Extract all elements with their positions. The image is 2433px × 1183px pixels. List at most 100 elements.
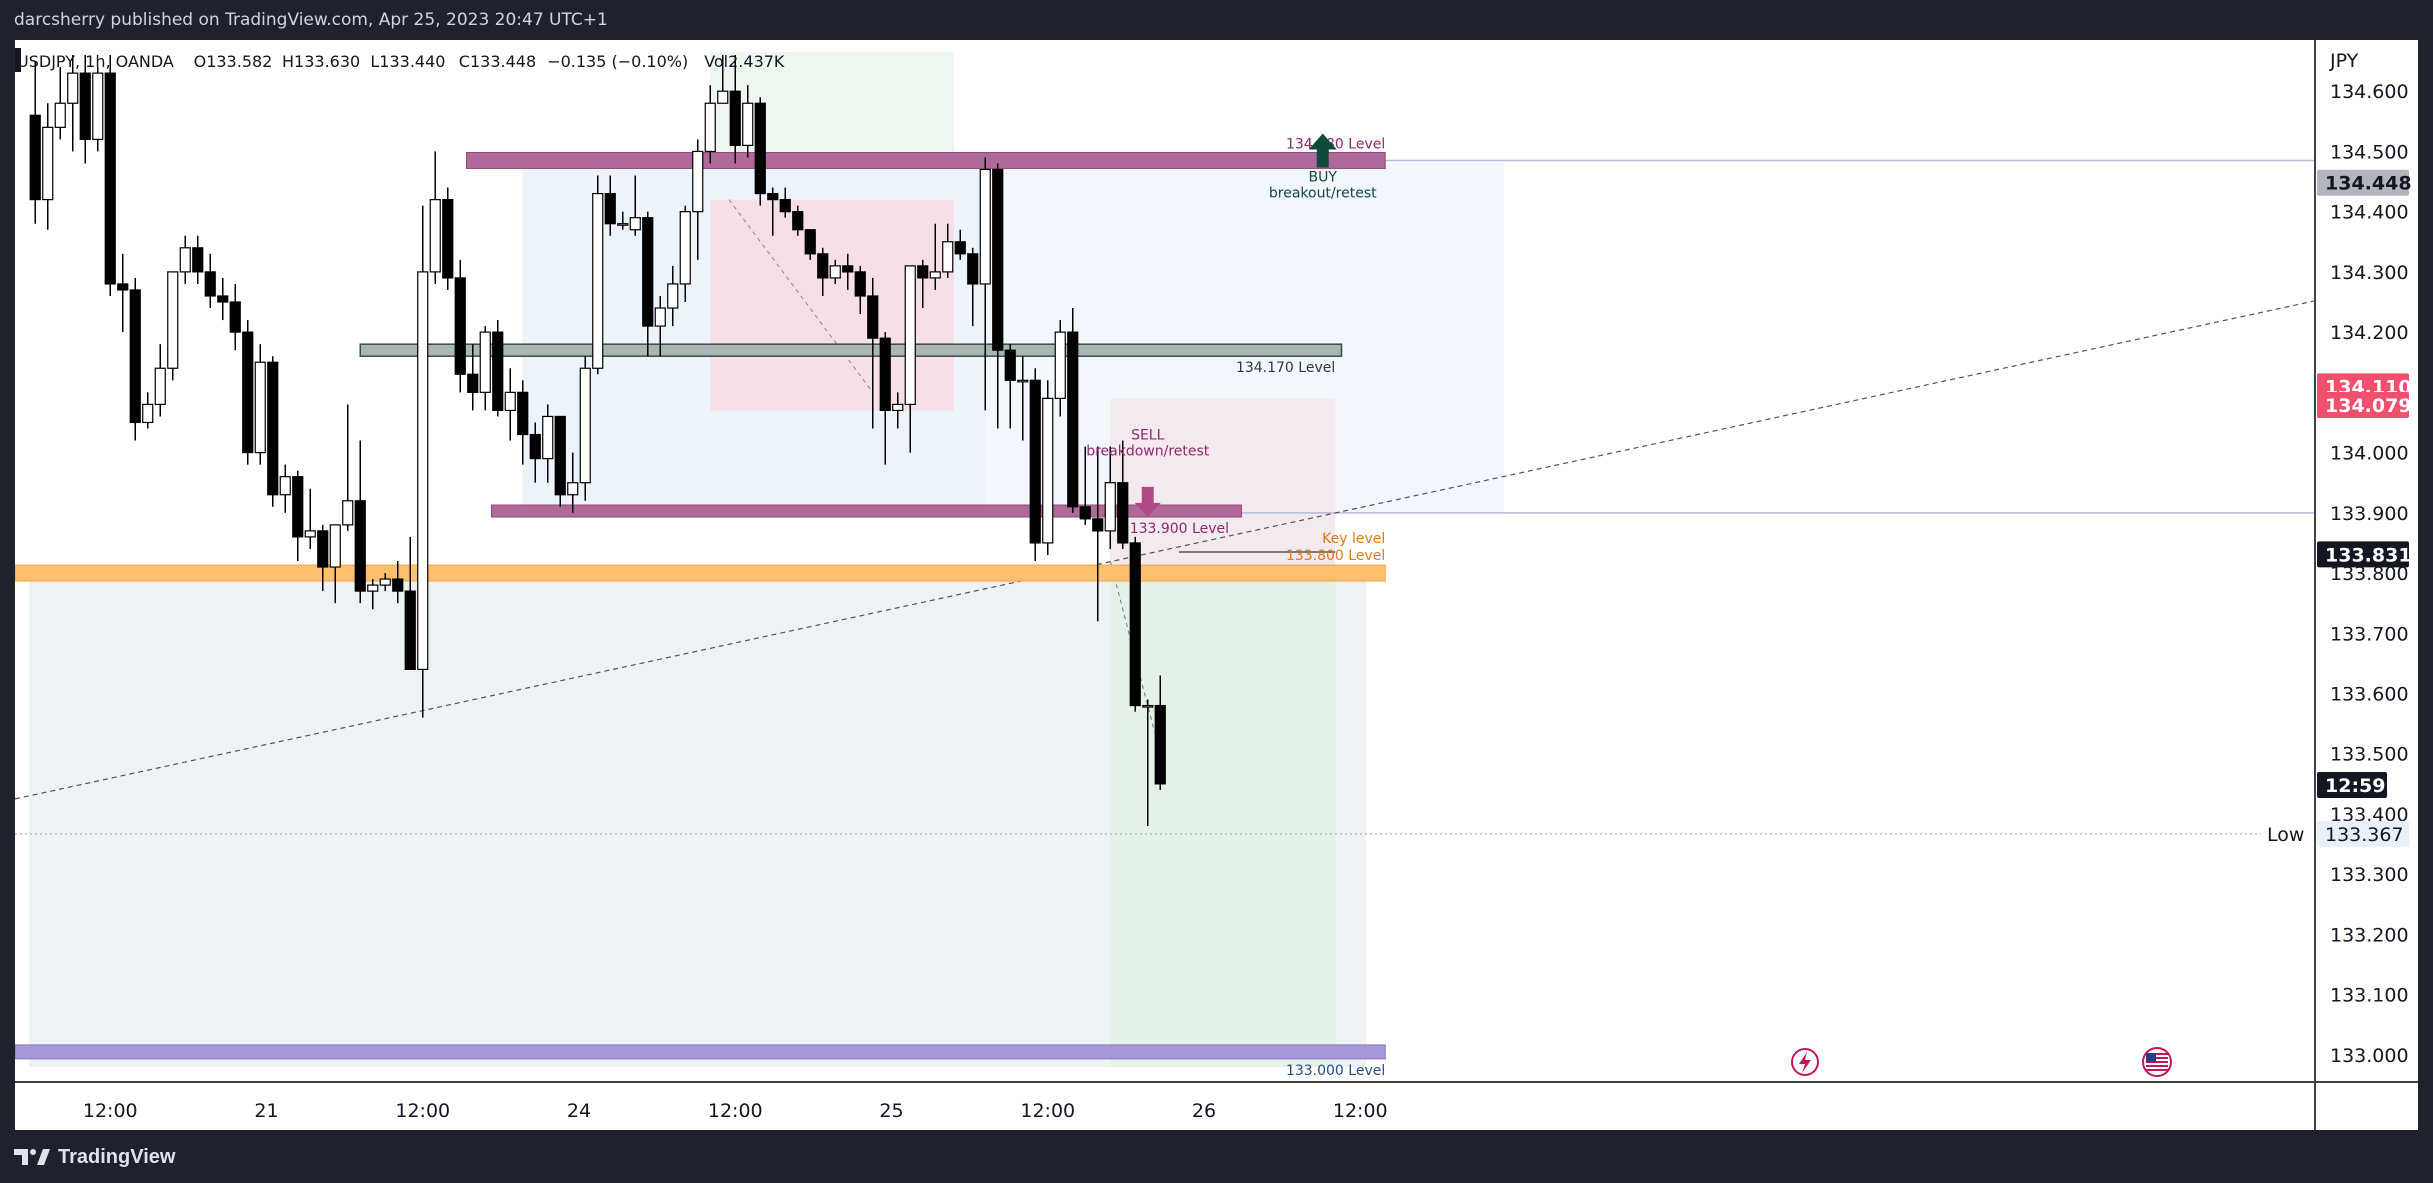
candle-bearish[interactable] <box>842 265 854 273</box>
candle-bearish[interactable] <box>104 72 116 285</box>
candle-bullish[interactable] <box>979 168 991 285</box>
candle-bullish[interactable] <box>592 192 604 369</box>
candle-bearish[interactable] <box>1067 331 1079 508</box>
candle-bearish[interactable] <box>267 361 279 496</box>
candle-bullish[interactable] <box>704 102 716 153</box>
price-tick-label: 133.400 <box>2330 804 2409 826</box>
candle-bullish[interactable] <box>1142 704 1154 708</box>
candle-bullish[interactable] <box>54 102 66 128</box>
candle-bearish[interactable] <box>392 578 404 592</box>
candle-bearish[interactable] <box>1129 542 1141 707</box>
candle-bearish[interactable] <box>1154 704 1166 785</box>
candle-bullish[interactable] <box>479 331 491 393</box>
candle-bearish[interactable] <box>117 283 129 291</box>
candle-bullish[interactable] <box>617 223 629 226</box>
candle-bearish[interactable] <box>442 199 454 279</box>
candle-bearish[interactable] <box>967 253 979 285</box>
candle-bullish[interactable] <box>179 247 191 273</box>
candle-bullish[interactable] <box>579 367 591 484</box>
candle-bearish[interactable] <box>492 331 504 412</box>
candle-bearish[interactable] <box>129 289 141 424</box>
candle-bullish[interactable] <box>629 217 641 231</box>
candle-bearish[interactable] <box>317 530 329 568</box>
candle-bearish[interactable] <box>1029 379 1041 544</box>
candle-bullish[interactable] <box>1054 331 1066 399</box>
price-axis[interactable] <box>2315 40 2418 1130</box>
candle-bullish[interactable] <box>167 271 179 369</box>
candle-bearish[interactable] <box>767 192 779 201</box>
candle-bearish[interactable] <box>792 211 804 231</box>
candle-bullish[interactable] <box>542 415 554 460</box>
candlestick-chart[interactable]: 134.480 Level 134.170 Level 133.900 Level K… <box>15 40 2418 1130</box>
time-axis[interactable] <box>15 1082 2315 1130</box>
candle-bearish[interactable] <box>817 253 829 279</box>
candle-bearish[interactable] <box>867 295 879 339</box>
candle-bearish[interactable] <box>79 72 91 140</box>
candle-bearish[interactable] <box>1079 506 1091 520</box>
candle-bullish[interactable] <box>742 102 754 147</box>
candle-bullish[interactable] <box>279 476 291 496</box>
candle-bearish[interactable] <box>292 476 304 538</box>
candle-bullish[interactable] <box>692 150 704 213</box>
sell-sublabel: breakdown/retest <box>1086 444 1210 460</box>
candle-bearish[interactable] <box>404 590 416 671</box>
candle-bearish[interactable] <box>917 265 929 279</box>
candle-bullish[interactable] <box>679 211 691 285</box>
candle-bullish[interactable] <box>1042 397 1054 544</box>
candle-bearish[interactable] <box>1004 349 1016 381</box>
candle-bullish[interactable] <box>154 367 166 405</box>
candle-bullish[interactable] <box>379 578 391 586</box>
candle-bearish[interactable] <box>804 229 816 255</box>
candle-bullish[interactable] <box>417 271 429 671</box>
candle-bullish[interactable] <box>304 530 316 538</box>
candle-bullish[interactable] <box>504 391 516 412</box>
tradingview-logo[interactable]: TradingView <box>14 1144 175 1170</box>
chart-area[interactable]: 134.480 Level 134.170 Level 133.900 Level K… <box>15 40 2418 1130</box>
candle-bullish[interactable] <box>942 241 954 273</box>
candle-bullish[interactable] <box>1017 379 1029 383</box>
candle-bearish[interactable] <box>1092 518 1104 532</box>
candle-bullish[interactable] <box>429 199 441 273</box>
candle-bearish[interactable] <box>992 168 1004 351</box>
candle-bullish[interactable] <box>717 90 729 104</box>
candle-bullish[interactable] <box>667 283 679 309</box>
candle-bullish[interactable] <box>92 72 104 140</box>
candle-bullish[interactable] <box>142 403 154 424</box>
candle-bearish[interactable] <box>242 331 254 454</box>
candle-bullish[interactable] <box>342 500 354 526</box>
candle-bearish[interactable] <box>217 295 229 303</box>
candle-bearish[interactable] <box>467 373 479 393</box>
candle-bearish[interactable] <box>754 102 766 195</box>
candle-bullish[interactable] <box>254 361 266 454</box>
candle-bearish[interactable] <box>854 271 866 297</box>
candle-bearish[interactable] <box>779 199 791 213</box>
candle-bearish[interactable] <box>642 217 654 327</box>
candle-bearish[interactable] <box>517 391 529 436</box>
candle-bearish[interactable] <box>554 415 566 496</box>
candle-bullish[interactable] <box>329 524 341 568</box>
candle-bearish[interactable] <box>1117 482 1129 544</box>
candle-bullish[interactable] <box>929 271 941 279</box>
legend-collapse-handle[interactable] <box>15 48 21 72</box>
candle-bearish[interactable] <box>29 114 41 201</box>
candle-bullish[interactable] <box>567 482 579 496</box>
candle-bullish[interactable] <box>1104 482 1116 532</box>
candle-bullish[interactable] <box>829 265 841 279</box>
candle-bearish[interactable] <box>354 500 366 592</box>
candle-bullish[interactable] <box>67 72 79 104</box>
candle-bullish[interactable] <box>654 307 666 327</box>
candle-bullish[interactable] <box>904 265 916 405</box>
candle-bullish[interactable] <box>42 126 54 201</box>
price-tick-label: 134.000 <box>2330 443 2409 465</box>
candle-bearish[interactable] <box>604 192 616 225</box>
candle-bearish[interactable] <box>729 90 741 147</box>
candle-bullish[interactable] <box>892 403 904 412</box>
candle-bearish[interactable] <box>879 337 891 412</box>
candle-bearish[interactable] <box>192 247 204 273</box>
candle-bearish[interactable] <box>529 433 541 460</box>
candle-bullish[interactable] <box>367 584 379 592</box>
candle-bearish[interactable] <box>454 277 466 375</box>
candle-bearish[interactable] <box>954 241 966 255</box>
candle-bearish[interactable] <box>204 271 216 297</box>
candle-bearish[interactable] <box>229 301 241 333</box>
